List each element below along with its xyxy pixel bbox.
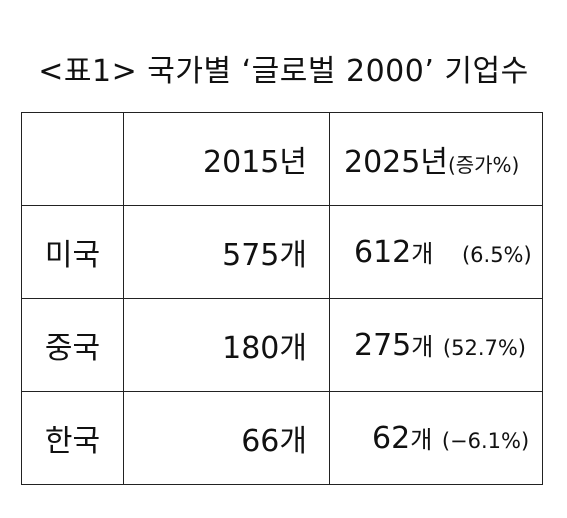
- header-corner-cell: [21, 112, 124, 206]
- value-2025-number: 275: [354, 328, 412, 363]
- table-row: 중국 180개 275개 (52.7%): [21, 298, 543, 392]
- companies-table: 2015년 2025년(증가%) 미국 575개 612개 (6.5%) 중국 …: [21, 112, 543, 485]
- value-2025-cell: 62개 (−6.1%): [329, 391, 543, 485]
- header-2025-sub: (증가%): [447, 153, 520, 177]
- value-2025-unit: 개: [410, 426, 433, 454]
- value-2025-unit: 개: [411, 240, 434, 268]
- value-2025-number: 62: [372, 421, 411, 456]
- header-2025: 2025년(증가%): [329, 112, 543, 206]
- value-2015-cell: 180개: [123, 298, 330, 392]
- value-2015-number: 575: [222, 238, 280, 273]
- table-header-row: 2015년 2025년(증가%): [21, 112, 543, 206]
- value-2025-unit: 개: [411, 333, 434, 361]
- country-cell: 한국: [21, 391, 124, 485]
- header-2025-label: 2025년: [344, 145, 448, 180]
- country-cell: 미국: [21, 205, 124, 299]
- value-2025-cell: 275개 (52.7%): [329, 298, 543, 392]
- value-2025-number: 612: [354, 235, 412, 270]
- header-2015-label: 2015년: [203, 145, 307, 180]
- table-title: <표1> 국가별 ‘글로벌 2000’ 기업수: [38, 54, 529, 89]
- table-row: 한국 66개 62개 (−6.1%): [21, 391, 543, 485]
- value-2015-cell: 575개: [123, 205, 330, 299]
- table-row: 미국 575개 612개 (6.5%): [21, 205, 543, 299]
- value-2015-unit: 개: [279, 424, 307, 459]
- value-2025-percent: (6.5%): [461, 243, 532, 267]
- value-2015-unit: 개: [279, 331, 307, 366]
- value-2025-cell: 612개 (6.5%): [329, 205, 543, 299]
- value-2025-percent: (−6.1%): [441, 429, 530, 453]
- country-cell: 중국: [21, 298, 124, 392]
- value-2015-unit: 개: [279, 238, 307, 273]
- value-2015-number: 66: [241, 424, 280, 459]
- value-2025-percent: (52.7%): [442, 336, 527, 360]
- value-2015-number: 180: [222, 331, 280, 366]
- value-2015-cell: 66개: [123, 391, 330, 485]
- header-2015: 2015년: [123, 112, 330, 206]
